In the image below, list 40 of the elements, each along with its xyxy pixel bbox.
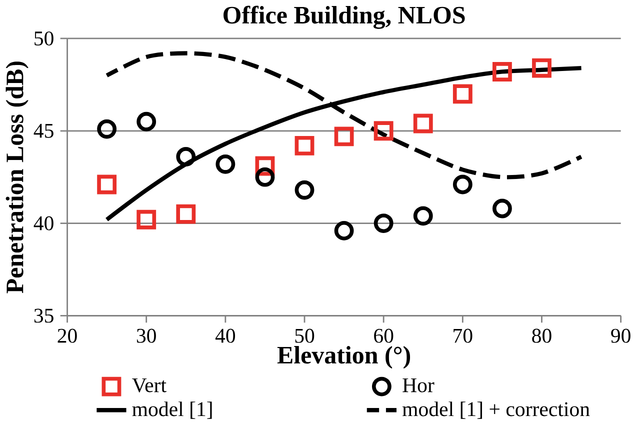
point (452, 174, 472, 194)
point (334, 221, 354, 241)
point (97, 174, 117, 194)
y-tick-label: 35 (34, 308, 54, 323)
point (413, 114, 433, 134)
point (374, 214, 394, 234)
point (452, 84, 472, 104)
legend-label: Vert (132, 378, 166, 393)
y-tick-label: 45 (34, 124, 54, 138)
point (136, 210, 156, 230)
x-tick-label: 80 (532, 328, 552, 344)
point (294, 136, 314, 156)
point (97, 120, 117, 139)
legend-label: Hor (402, 378, 434, 392)
y-axis-title: Penetration Loss (dB) (6, 62, 28, 294)
x-tick-label: 50 (295, 328, 314, 344)
legend-label: model [1] + correction (402, 402, 590, 420)
point (136, 112, 156, 132)
point (334, 126, 354, 146)
point (532, 58, 552, 78)
point (216, 154, 236, 174)
x-tick-label: 90 (611, 328, 630, 344)
point (176, 147, 196, 167)
x-tick-label: 70 (454, 328, 472, 344)
x-axis-title: Elevation (°) (277, 346, 410, 369)
point (492, 62, 512, 82)
point (294, 180, 314, 200)
x-tick-label: 40 (215, 328, 236, 344)
x-tick-label: 30 (136, 328, 156, 344)
point (374, 121, 394, 141)
point (413, 206, 433, 226)
point (255, 168, 275, 188)
legend-label: model [1] (132, 402, 212, 420)
point (176, 204, 196, 224)
y-tick-label: 50 (34, 32, 54, 46)
x-tick-label: 60 (374, 328, 394, 344)
y-tick-label: 40 (34, 216, 54, 231)
point (492, 198, 512, 218)
x-tick-label: 20 (58, 328, 77, 344)
chart-title: Office Building, NLOS (224, 6, 465, 30)
